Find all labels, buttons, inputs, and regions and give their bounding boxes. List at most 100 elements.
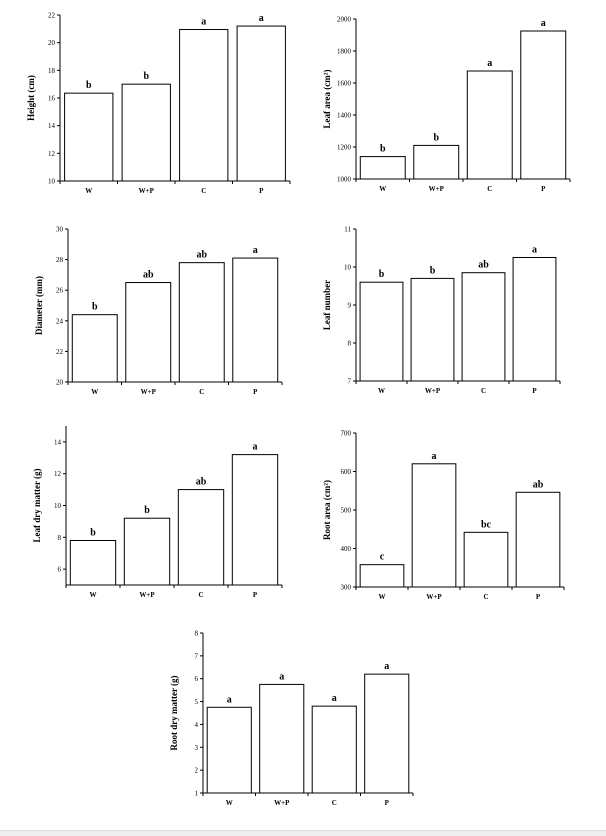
x-tick-label: P xyxy=(536,593,541,601)
y-tick-label: 10 xyxy=(54,502,62,510)
y-tick-label: 24 xyxy=(56,317,64,325)
y-axis-label: Leaf number xyxy=(322,280,332,330)
y-tick-label: 18 xyxy=(48,67,56,75)
significance-label: b xyxy=(433,132,439,143)
significance-label: b xyxy=(380,144,386,155)
y-tick-label: 8 xyxy=(58,534,62,542)
x-tick-label: W+P xyxy=(426,593,442,601)
significance-label: ab xyxy=(196,477,207,488)
bar-W xyxy=(359,281,404,382)
bar-W+P xyxy=(410,277,455,382)
bar-W xyxy=(359,156,406,180)
y-tick-label: 10 xyxy=(344,264,352,272)
y-tick-label: 30 xyxy=(56,226,64,234)
bar-C xyxy=(177,489,225,586)
x-tick-label: C xyxy=(487,185,492,193)
x-tick-label: W xyxy=(85,187,92,195)
bar-W+P xyxy=(125,282,172,383)
bar-P xyxy=(520,30,567,180)
y-tick-label: 600 xyxy=(341,468,352,476)
y-tick-label: 400 xyxy=(341,545,352,553)
y-tick-label: 8 xyxy=(195,630,199,638)
significance-label: b xyxy=(90,527,96,538)
significance-label: a xyxy=(384,661,389,672)
bar-W+P xyxy=(413,144,460,180)
bar-C xyxy=(466,70,513,180)
bar-C xyxy=(463,531,509,588)
y-axis-label: Leaf dry matter (g) xyxy=(32,468,42,542)
significance-label: ab xyxy=(533,479,544,490)
significance-label: a xyxy=(487,58,492,69)
significance-label: b xyxy=(86,80,92,91)
x-tick-label: W+P xyxy=(139,187,155,195)
y-tick-label: 7 xyxy=(348,378,352,386)
y-tick-label: 14 xyxy=(48,122,56,130)
x-tick-label: P xyxy=(259,187,264,195)
bar-C xyxy=(461,272,506,382)
significance-label: a xyxy=(532,245,537,256)
significance-label: ab xyxy=(478,260,489,271)
x-tick-label: C xyxy=(199,388,204,396)
bar-P xyxy=(232,257,279,383)
bar-C xyxy=(178,262,225,383)
y-tick-label: 6 xyxy=(195,675,199,683)
bar-W xyxy=(206,706,252,794)
x-tick-label: P xyxy=(253,591,258,599)
significance-label: a xyxy=(541,18,546,29)
y-tick-label: 12 xyxy=(48,150,56,158)
x-tick-label: C xyxy=(201,187,206,195)
significance-label: a xyxy=(201,17,206,28)
y-tick-label: 1800 xyxy=(337,48,352,56)
y-tick-label: 300 xyxy=(341,584,352,592)
significance-label: b xyxy=(143,71,149,82)
bar-P xyxy=(231,454,279,586)
significance-label: a xyxy=(259,13,264,24)
bar-P xyxy=(364,673,410,794)
y-tick-label: 10 xyxy=(48,178,56,186)
significance-label: b xyxy=(92,302,98,313)
y-tick-label: 28 xyxy=(56,256,64,264)
y-tick-label: 6 xyxy=(58,566,62,574)
x-tick-label: C xyxy=(332,799,337,807)
x-tick-label: W xyxy=(379,593,386,601)
y-tick-label: 5 xyxy=(195,698,199,706)
x-tick-label: C xyxy=(483,593,488,601)
significance-label: b xyxy=(430,265,436,276)
y-tick-label: 22 xyxy=(56,348,64,356)
y-tick-label: 14 xyxy=(54,438,62,446)
bar-W+P xyxy=(121,83,171,182)
y-tick-label: 1 xyxy=(195,790,199,798)
x-tick-label: P xyxy=(253,388,258,396)
significance-label: ab xyxy=(143,270,154,281)
significance-label: a xyxy=(253,442,258,453)
y-tick-label: 2 xyxy=(195,767,199,775)
y-tick-label: 12 xyxy=(54,470,62,478)
significance-label: a xyxy=(227,694,232,705)
x-tick-label: W+P xyxy=(139,591,155,599)
bar-W xyxy=(71,314,118,383)
y-tick-label: 26 xyxy=(56,287,64,295)
x-tick-label: W+P xyxy=(425,387,441,395)
x-tick-label: W xyxy=(226,799,233,807)
y-tick-label: 20 xyxy=(56,379,64,387)
bar-W+P xyxy=(259,683,305,794)
y-tick-label: 20 xyxy=(48,39,56,47)
chart-root-area: 300 400 500 600 700 Root area (cm²) Wc W+P a Cbc P… xyxy=(322,430,565,601)
chart-leaf-area: 1000 1200 1400 1600 1800 2000 Leaf area (cm²) W… xyxy=(322,16,571,193)
y-tick-label: 9 xyxy=(348,302,352,310)
y-tick-label: 8 xyxy=(348,340,352,348)
chart-leaf-dry-matter: 6 8 10 12 14 Leaf dry matter (g) Wb W+P b Cab Pa xyxy=(32,426,283,599)
y-axis-label: Root area (cm²) xyxy=(322,480,332,540)
significance-label: a xyxy=(279,671,284,682)
y-tick-label: 1600 xyxy=(337,80,352,88)
significance-label: ab xyxy=(196,250,207,261)
y-axis-label: Height (cm) xyxy=(26,75,36,121)
bar-P xyxy=(515,491,561,588)
y-tick-label: 1400 xyxy=(337,112,352,120)
x-tick-label: W xyxy=(379,185,386,193)
significance-label: b xyxy=(379,269,385,280)
y-tick-label: 16 xyxy=(48,95,56,103)
x-tick-label: W+P xyxy=(274,799,290,807)
significance-label: b xyxy=(144,505,150,516)
